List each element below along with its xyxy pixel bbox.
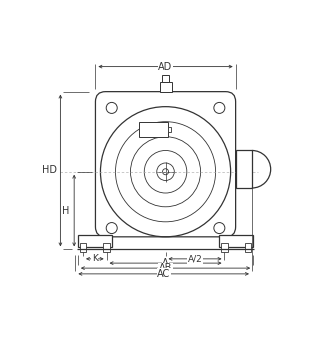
Bar [236, 150, 252, 188]
Bar [245, 243, 251, 252]
Bar [78, 235, 112, 247]
Text: H: H [62, 205, 69, 216]
Text: A: A [162, 258, 169, 268]
Bar [103, 243, 110, 252]
Text: AC: AC [157, 269, 170, 279]
Bar [221, 243, 228, 252]
Text: HD: HD [42, 166, 57, 175]
Bar [139, 122, 168, 137]
Text: AD: AD [158, 62, 173, 72]
FancyBboxPatch shape [96, 92, 236, 237]
Text: AB: AB [159, 263, 172, 273]
Text: K: K [92, 254, 98, 263]
Bar [80, 243, 86, 252]
Text: A/2: A/2 [188, 254, 203, 263]
Bar [168, 127, 171, 132]
Bar [162, 75, 169, 82]
Bar [219, 235, 253, 247]
Bar [160, 82, 172, 92]
